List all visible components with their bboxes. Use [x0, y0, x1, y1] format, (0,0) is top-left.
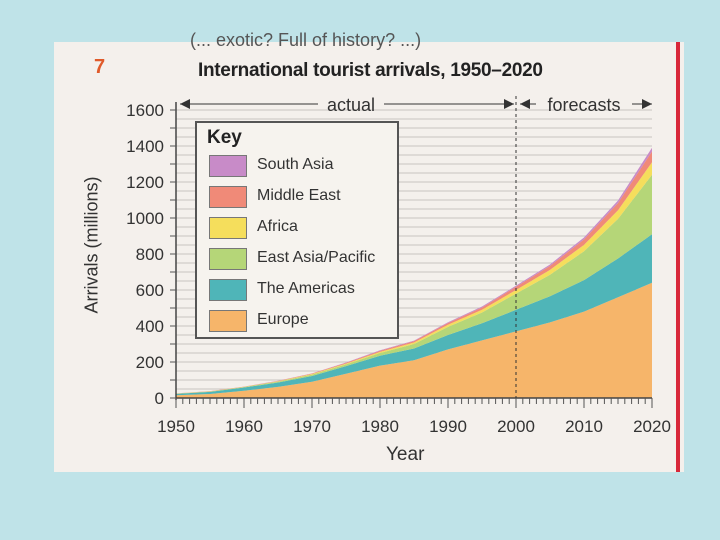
y-tick-label: 200 — [136, 353, 164, 372]
x-tick-label: 1950 — [157, 417, 195, 436]
actual-label: actual — [327, 95, 375, 115]
y-tick-label: 1000 — [126, 209, 164, 228]
x-tick-label: 1970 — [293, 417, 331, 436]
legend: Key South Asia Middle East Africa East Asia… — [195, 121, 399, 339]
legend-swatch — [209, 217, 247, 239]
y-tick-label: 400 — [136, 317, 164, 336]
x-tick-label: 1960 — [225, 417, 263, 436]
y-tick-label: 800 — [136, 245, 164, 264]
x-tick-label: 2020 — [633, 417, 671, 436]
forecasts-label: forecasts — [547, 95, 620, 115]
forecast-arrowhead-right — [642, 99, 652, 109]
legend-title: Key — [207, 127, 242, 148]
x-tick-label: 1990 — [429, 417, 467, 436]
legend-label: East Asia/Pacific — [257, 249, 376, 266]
legend-label: The Americas — [257, 280, 355, 297]
area-east-asia-pacific — [176, 174, 652, 394]
y-tick-label: 1400 — [126, 137, 164, 156]
axes — [170, 102, 653, 408]
legend-label: South Asia — [257, 156, 334, 173]
x-axis-label: Year — [386, 444, 425, 465]
legend-swatch — [209, 248, 247, 270]
legend-swatch — [209, 310, 247, 332]
y-tick-label: 0 — [155, 389, 164, 408]
forecast-arrowhead-left — [520, 99, 530, 109]
actual-arrowhead-left — [180, 99, 190, 109]
legend-label: Europe — [257, 311, 309, 328]
cut-off-text: (... exotic? Full of history? ...) — [190, 30, 422, 50]
area-europe — [176, 282, 652, 398]
figure-number: 7 — [94, 56, 106, 78]
y-tick-label: 600 — [136, 281, 164, 300]
y-axis-label: Arrivals (millions) — [81, 176, 102, 314]
annotations: actual forecasts — [180, 95, 652, 398]
area-the-americas — [176, 234, 652, 396]
legend-swatch — [209, 186, 247, 208]
chart-title: International tourist arrivals, 1950–202… — [198, 60, 543, 81]
x-tick-label: 2010 — [565, 417, 603, 436]
tick-labels: 0 200 400 600 800 1000 1200 1400 1600 1950 1960 197… — [126, 101, 671, 436]
actual-arrowhead-right — [504, 99, 514, 109]
y-tick-label: 1600 — [126, 101, 164, 120]
y-tick-label: 1200 — [126, 173, 164, 192]
stacked-areas — [176, 147, 652, 398]
page-margin-line — [676, 42, 680, 472]
legend-label: Middle East — [257, 187, 341, 204]
legend-swatch — [209, 155, 247, 177]
x-tick-label: 2000 — [497, 417, 535, 436]
legend-label: Africa — [257, 218, 298, 235]
legend-swatch — [209, 279, 247, 301]
x-tick-label: 1980 — [361, 417, 399, 436]
